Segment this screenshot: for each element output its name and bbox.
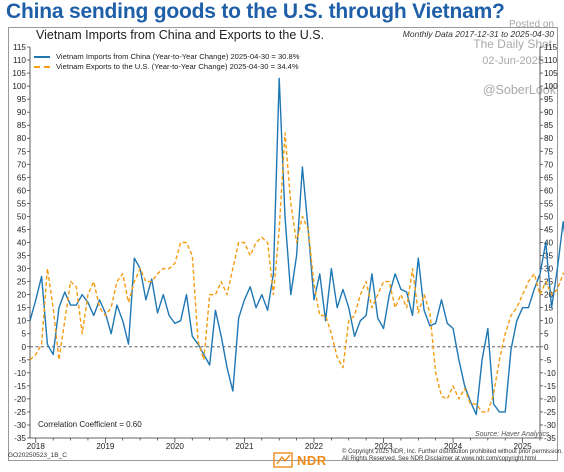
y-tick-label-right: 85 [544, 121, 554, 130]
y-tick-label-left: 55 [17, 199, 27, 208]
y-tick-label-right: 55 [544, 199, 554, 208]
y-tick-label-left: 100 [12, 82, 26, 91]
y-tick-label-right: 105 [544, 69, 558, 78]
watermark-posted: Posted on [508, 19, 554, 30]
y-tick-label-left: -20 [14, 395, 26, 404]
x-tick-label: 2019 [96, 442, 115, 451]
watermark-handle: @SoberLook [482, 83, 556, 97]
y-tick-label-right: 45 [544, 225, 554, 234]
y-tick-label-left: -15 [14, 382, 26, 391]
legend-item-imports: Vietnam Imports from China (Year-to-Year… [34, 52, 300, 62]
x-tick-label: 2025 [514, 442, 533, 451]
y-tick-label-right: -30 [544, 421, 556, 430]
legend-swatch-exports [34, 66, 50, 68]
y-tick-label-right: 75 [544, 147, 554, 156]
legend-label-exports: Vietnam Exports to the U.S. (Year-to-Yea… [56, 62, 299, 71]
series-line-imports [29, 77, 564, 416]
y-tick-label-right: 100 [544, 82, 558, 91]
y-tick-label-left: 20 [17, 291, 27, 300]
y-tick-label-right: 10 [544, 317, 554, 326]
watermark-site: The Daily Shot [473, 37, 552, 51]
y-tick-label-right: -10 [544, 369, 556, 378]
y-tick-label-left: 90 [17, 108, 27, 117]
x-tick-label: 2023 [374, 442, 393, 451]
y-tick-label-right: 15 [544, 304, 554, 313]
y-tick-label-left: 5 [21, 330, 26, 339]
y-tick-label-left: 0 [21, 343, 26, 352]
y-tick-label-left: 85 [17, 121, 27, 130]
y-tick-label-right: 5 [544, 330, 549, 339]
y-tick-label-right: 95 [544, 95, 554, 104]
y-tick-label-right: 50 [544, 212, 554, 221]
x-tick-label: 2020 [166, 442, 185, 451]
y-tick-label-right: 65 [544, 173, 554, 182]
y-tick-label-left: -30 [14, 421, 26, 430]
y-tick-label-left: 65 [17, 173, 27, 182]
y-tick-label-left: 70 [17, 160, 27, 169]
y-tick-label-left: 15 [17, 304, 27, 313]
y-tick-label-left: 40 [17, 239, 27, 248]
series-line-exports [29, 132, 564, 413]
y-tick-label-right: 35 [544, 252, 554, 261]
watermark-date: 02-Jun-2025 [482, 55, 544, 67]
y-tick-label-right: 0 [544, 343, 549, 352]
ndr-logo: NDR [273, 451, 327, 469]
legend-label-imports: Vietnam Imports from China (Year-to-Year… [56, 52, 300, 61]
chart-frame [8, 27, 558, 461]
legend-swatch-imports [34, 56, 50, 58]
y-tick-label-left: 10 [17, 317, 27, 326]
copyright-line-2: All Rights Reserved. See NDR Disclaimer … [342, 456, 537, 463]
y-tick-label-left: 110 [13, 56, 26, 65]
y-tick-label-left: -5 [19, 356, 27, 365]
y-tick-label-left: 30 [17, 265, 27, 274]
y-tick-label-right: 110 [544, 56, 557, 65]
y-tick-label-right: -35 [544, 434, 556, 443]
source-note: Source: Haver Analytics [475, 431, 550, 438]
y-tick-label-left: -35 [14, 434, 26, 443]
y-tick-label-right: 40 [544, 239, 554, 248]
correlation-note: Correlation Coefficient = 0.60 [38, 420, 142, 429]
copyright-line-1: © Copyright 2025 NDR, Inc. Further distr… [342, 449, 563, 455]
y-tick-label-right: -20 [544, 395, 556, 404]
ndr-logo-icon [273, 452, 293, 468]
y-tick-label-left: 80 [17, 134, 27, 143]
y-tick-label-right: -25 [544, 408, 556, 417]
chart-code: GO20250523_1B_C [8, 452, 67, 459]
x-tick-label: 2024 [444, 442, 463, 451]
x-tick-label: 2018 [27, 442, 46, 451]
chart-title: Vietnam Imports from China and Exports t… [36, 28, 325, 42]
y-tick-label-left: 115 [13, 43, 26, 52]
y-tick-label-left: 45 [17, 225, 27, 234]
y-tick-label-right: 90 [544, 108, 554, 117]
y-tick-label-right: -15 [544, 382, 556, 391]
headline: China sending goods to the U.S. through … [6, 0, 505, 23]
y-tick-label-left: 35 [17, 252, 27, 261]
y-tick-label-right: 115 [544, 43, 557, 52]
y-tick-label-right: 60 [544, 186, 554, 195]
legend: Vietnam Imports from China (Year-to-Year… [34, 52, 300, 72]
y-tick-label-left: 25 [17, 278, 27, 287]
y-tick-label-left: 60 [17, 186, 27, 195]
x-tick-label: 2021 [235, 442, 254, 451]
copyright: © Copyright 2025 NDR, Inc. Further distr… [342, 449, 563, 464]
y-tick-label-right: 20 [544, 291, 554, 300]
y-tick-label-right: 80 [544, 134, 554, 143]
y-tick-label-left: 50 [17, 212, 27, 221]
y-tick-label-left: -25 [14, 408, 26, 417]
y-tick-label-left: -10 [14, 369, 26, 378]
legend-item-exports: Vietnam Exports to the U.S. (Year-to-Yea… [34, 62, 300, 72]
chart-period: Monthly Data 2017-12-31 to 2025-04-30 [402, 29, 554, 39]
ndr-logo-text: NDR [297, 452, 327, 468]
y-tick-label-left: 75 [17, 147, 27, 156]
y-tick-label-left: 95 [17, 95, 27, 104]
y-tick-label-right: 70 [544, 160, 554, 169]
x-tick-label: 2022 [305, 442, 324, 451]
y-tick-label-right: -5 [544, 356, 552, 365]
y-tick-label-left: 105 [12, 69, 26, 78]
